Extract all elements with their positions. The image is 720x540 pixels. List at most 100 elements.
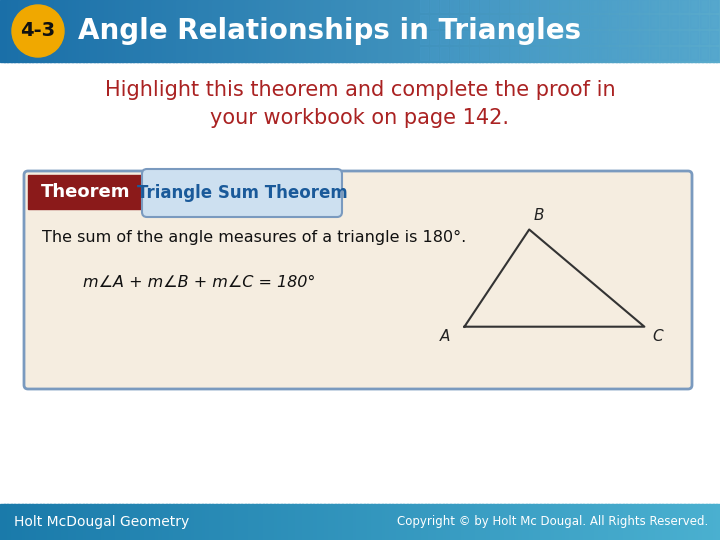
Bar — [520, 47, 528, 60]
Bar — [0, 0, 4, 62]
Bar — [605, 504, 609, 540]
Bar — [137, 504, 141, 540]
Bar — [130, 504, 134, 540]
Bar — [520, 0, 528, 12]
Bar — [530, 31, 538, 44]
Bar — [660, 15, 668, 28]
Bar — [673, 504, 678, 540]
Bar — [554, 504, 559, 540]
Bar — [259, 0, 264, 62]
Bar — [610, 15, 618, 28]
Bar — [530, 0, 538, 12]
Bar — [72, 504, 76, 540]
Bar — [58, 504, 62, 540]
Bar — [86, 504, 91, 540]
Bar — [652, 0, 656, 62]
Bar — [666, 504, 670, 540]
Bar — [245, 0, 249, 62]
Bar — [335, 504, 339, 540]
Bar — [522, 0, 526, 62]
Bar — [119, 504, 123, 540]
Bar — [637, 504, 642, 540]
Bar — [407, 504, 411, 540]
Bar — [510, 15, 518, 28]
Bar — [684, 504, 688, 540]
Bar — [450, 504, 454, 540]
Bar — [650, 0, 658, 12]
Bar — [248, 504, 253, 540]
Bar — [690, 0, 698, 12]
Bar — [223, 504, 228, 540]
Bar — [4, 0, 8, 62]
Bar — [454, 504, 458, 540]
Bar — [299, 504, 303, 540]
Bar — [558, 0, 562, 62]
Bar — [263, 0, 267, 62]
Bar — [288, 504, 292, 540]
Bar — [630, 0, 638, 12]
Bar — [470, 0, 478, 12]
Bar — [90, 0, 94, 62]
Bar — [560, 0, 568, 12]
Bar — [480, 31, 488, 44]
Bar — [407, 0, 411, 62]
Bar — [306, 504, 310, 540]
Bar — [43, 0, 48, 62]
Bar — [432, 0, 436, 62]
Bar — [698, 0, 703, 62]
Bar — [65, 504, 69, 540]
Bar — [180, 0, 184, 62]
Bar — [202, 504, 206, 540]
Bar — [230, 504, 235, 540]
Bar — [36, 504, 40, 540]
Bar — [367, 504, 372, 540]
Bar — [500, 15, 508, 28]
Text: m∠A + m∠B + m∠C = 180°: m∠A + m∠B + m∠C = 180° — [83, 275, 315, 290]
Bar — [461, 504, 465, 540]
Bar — [194, 0, 199, 62]
Bar — [65, 0, 69, 62]
Bar — [25, 0, 30, 62]
Bar — [349, 0, 354, 62]
Bar — [430, 15, 438, 28]
Bar — [270, 0, 274, 62]
Bar — [108, 0, 112, 62]
Bar — [670, 504, 674, 540]
Bar — [620, 0, 628, 12]
Bar — [209, 504, 213, 540]
Bar — [353, 0, 357, 62]
Bar — [482, 0, 487, 62]
Bar — [550, 0, 558, 12]
Bar — [490, 31, 498, 44]
Bar — [547, 0, 552, 62]
Bar — [662, 504, 667, 540]
Bar — [470, 47, 478, 60]
Bar — [346, 504, 350, 540]
Bar — [508, 504, 512, 540]
Bar — [640, 47, 648, 60]
Bar — [660, 0, 668, 12]
Bar — [572, 504, 577, 540]
Bar — [706, 0, 710, 62]
Bar — [710, 15, 718, 28]
Bar — [68, 0, 73, 62]
Bar — [428, 504, 433, 540]
Bar — [470, 31, 478, 44]
Bar — [691, 0, 696, 62]
Bar — [97, 0, 102, 62]
Bar — [594, 0, 598, 62]
Bar — [610, 0, 618, 12]
Bar — [680, 0, 688, 12]
Bar — [450, 15, 458, 28]
Bar — [166, 504, 170, 540]
Bar — [713, 0, 717, 62]
Bar — [72, 0, 76, 62]
Bar — [338, 0, 343, 62]
Bar — [570, 47, 578, 60]
Bar — [670, 31, 678, 44]
Bar — [68, 504, 73, 540]
Bar — [475, 504, 480, 540]
Bar — [7, 0, 12, 62]
Bar — [50, 504, 55, 540]
Bar — [288, 0, 292, 62]
